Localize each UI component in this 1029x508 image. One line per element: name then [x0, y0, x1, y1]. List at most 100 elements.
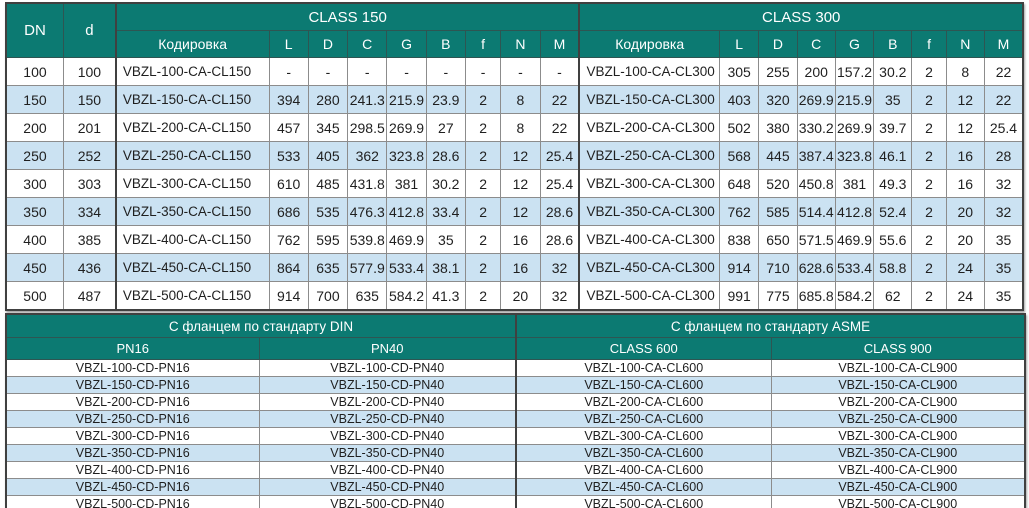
dim-cell: 2: [464, 169, 502, 198]
subheader-cl150-L: L: [268, 30, 309, 58]
dim-cell: 12: [500, 169, 541, 198]
dn-cell: 200: [5, 113, 64, 142]
dim-cell: 431.8: [347, 169, 388, 198]
dim-cell: 25.4: [983, 113, 1024, 142]
code-cell: VBZL-450-CA-CL150: [114, 253, 270, 282]
dim-cell: 22: [983, 85, 1024, 114]
flange-code-cell: VBZL-350-CD-PN40: [258, 444, 517, 462]
dim-cell: 2: [464, 113, 502, 142]
subheader-cl300-L: L: [718, 30, 760, 58]
dim-cell: 381: [834, 169, 875, 198]
dim-cell: 762: [718, 197, 760, 226]
dim-cell: 412.8: [386, 197, 427, 226]
dim-cell: 20: [945, 197, 985, 226]
flange-code-cell: VBZL-300-CD-PN40: [258, 427, 517, 445]
dim-cell: 457: [268, 113, 309, 142]
asme-standard-header: С фланцем по стандарту ASME: [515, 313, 1026, 338]
flange-code-cell: VBZL-500-CA-CL900: [770, 495, 1026, 508]
dim-cell: 648: [718, 169, 760, 198]
dimension-row-dn500: 500 487 VBZL-500-CA-CL150 914 700 635 584.2 41.…: [5, 281, 1024, 311]
flange-code-cell: VBZL-500-CD-PN40: [258, 495, 517, 508]
dim-cell: 380: [758, 113, 798, 142]
d-cell: 487: [62, 281, 117, 311]
dim-cell: 23.9: [425, 85, 466, 114]
d-cell: 303: [62, 169, 117, 198]
d-cell: 436: [62, 253, 117, 282]
dim-cell: 215.9: [386, 85, 427, 114]
flange-code-cell: VBZL-400-CA-CL900: [770, 461, 1026, 479]
dim-cell: 200: [796, 57, 836, 86]
dimension-row-dn300: 300 303 VBZL-300-CA-CL150 610 485 431.8 381 30.…: [5, 169, 1024, 198]
dim-cell: 298.5: [347, 113, 388, 142]
dim-cell: 476.3: [347, 197, 388, 226]
dn-cell: 250: [5, 141, 64, 170]
dim-cell: 35: [425, 225, 466, 254]
subheader-cl300-D: D: [758, 30, 798, 58]
dim-cell: 914: [268, 281, 309, 311]
dim-cell: 8: [945, 57, 985, 86]
code-cell: VBZL-300-CA-CL300: [578, 169, 721, 198]
dimension-row-dn100: 100 100 VBZL-100-CA-CL150- - - - - - - - VBZL-100-…: [5, 57, 1024, 86]
subheader-class-600: CLASS 600: [515, 337, 772, 360]
d-cell: 334: [62, 197, 117, 226]
flange-code-cell: VBZL-400-CA-CL600: [515, 461, 772, 479]
flange-code-cell: VBZL-300-CA-CL900: [770, 427, 1026, 445]
dim-cell: 685.8: [796, 281, 836, 311]
class150-header: CLASS 150: [114, 2, 580, 31]
dim-cell: 25.4: [539, 141, 580, 170]
dim-cell: 2: [911, 225, 947, 254]
dim-cell: -: [268, 57, 309, 86]
dim-cell: 405: [307, 141, 349, 170]
dim-cell: 514.4: [796, 197, 836, 226]
dim-cell: 35: [983, 253, 1024, 282]
code-cell: VBZL-300-CA-CL150: [114, 169, 270, 198]
dim-cell: -: [464, 57, 502, 86]
flange-code-cell: VBZL-300-CA-CL600: [515, 427, 772, 445]
code-cell: VBZL-400-CA-CL300: [578, 225, 721, 254]
flange-code-cell: VBZL-100-CD-PN16: [5, 359, 260, 377]
dim-cell: 16: [500, 253, 541, 282]
pressure-class-subheader-row: PN16 PN40 CLASS 600 CLASS 900: [5, 337, 1026, 360]
dim-cell: 32: [539, 281, 580, 311]
dim-cell: 241.3: [347, 85, 388, 114]
dim-cell: 533.4: [834, 253, 875, 282]
dim-cell: 8: [500, 113, 541, 142]
dim-cell: 49.3: [873, 169, 913, 198]
flange-code-cell: VBZL-100-CA-CL900: [770, 359, 1026, 377]
dim-cell: 24: [945, 281, 985, 311]
dim-cell: 12: [945, 85, 985, 114]
flange-code-cell: VBZL-400-CD-PN16: [5, 461, 260, 479]
dim-cell: 403: [718, 85, 760, 114]
dim-cell: 58.8: [873, 253, 913, 282]
subheader-class-900: CLASS 900: [770, 337, 1026, 360]
dim-cell: 2: [911, 57, 947, 86]
flange-code-cell: VBZL-350-CD-PN16: [5, 444, 260, 462]
flange-code-row: VBZL-350-CD-PN16 VBZL-350-CD-PN40 VBZL-350…: [5, 444, 1026, 462]
dim-cell: 345: [307, 113, 349, 142]
dim-cell: 157.2: [834, 57, 875, 86]
flange-code-cell: VBZL-100-CD-PN40: [258, 359, 517, 377]
dim-cell: 32: [983, 197, 1024, 226]
code-cell: VBZL-200-CA-CL150: [114, 113, 270, 142]
flange-codes-table-body: VBZL-100-CD-PN16 VBZL-100-CD-PN40 VBZL-100…: [5, 359, 1026, 508]
subheader-pn16: PN16: [5, 337, 260, 360]
dim-cell: 762: [268, 225, 309, 254]
d-cell: 100: [62, 57, 117, 86]
dim-cell: 610: [268, 169, 309, 198]
dim-cell: -: [539, 57, 580, 86]
flange-code-cell: VBZL-500-CD-PN16: [5, 495, 260, 508]
dim-cell: 635: [307, 253, 349, 282]
dimension-row-dn200: 200 201 VBZL-200-CA-CL150 457 345 298.5 269.9 2…: [5, 113, 1024, 142]
d-cell: 252: [62, 141, 117, 170]
dim-cell: 412.8: [834, 197, 875, 226]
dim-cell: 35: [983, 281, 1024, 311]
code-cell: VBZL-500-CA-CL300: [578, 281, 721, 311]
dimension-row-dn400: 400 385 VBZL-400-CA-CL150 762 595 539.8 469.9 3…: [5, 225, 1024, 254]
code-cell: VBZL-250-CA-CL150: [114, 141, 270, 170]
dim-cell: 485: [307, 169, 349, 198]
subheader-cl300-M: M: [983, 30, 1024, 58]
subheader-cl150-N: N: [500, 30, 541, 58]
col-header-dn: DN: [5, 2, 64, 58]
